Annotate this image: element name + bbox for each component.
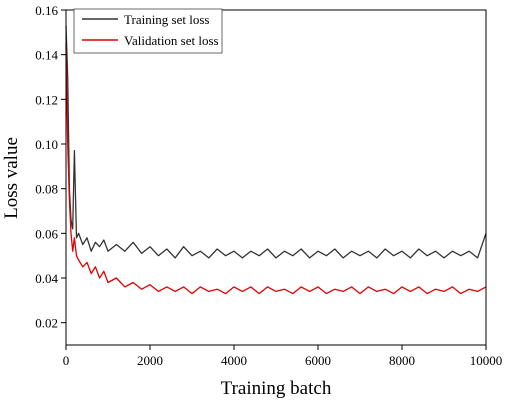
y-tick-label: 0.12 bbox=[35, 92, 58, 107]
x-tick-label: 0 bbox=[63, 353, 70, 368]
validation-loss-line bbox=[65, 43, 487, 295]
legend: Training set loss Validation set loss bbox=[73, 8, 223, 54]
axes-layer: 0 2000 4000 6000 8000 10000 0.02 0.04 0.06 0.08 0.… bbox=[35, 3, 502, 368]
training-loss-line bbox=[65, 25, 487, 259]
series-layer bbox=[65, 25, 487, 295]
y-tick-label: 0.04 bbox=[35, 271, 58, 286]
x-tick-label: 6000 bbox=[305, 353, 331, 368]
x-tick-label: 8000 bbox=[389, 353, 415, 368]
x-axis-label: Training batch bbox=[221, 378, 332, 399]
x-tick-label: 4000 bbox=[221, 353, 247, 368]
legend-label-validation: Validation set loss bbox=[124, 33, 219, 48]
y-tick-label: 0.10 bbox=[35, 137, 58, 152]
legend-label-training: Training set loss bbox=[124, 12, 209, 27]
x-tick-label: 10000 bbox=[470, 353, 503, 368]
y-axis-label: Loss value bbox=[1, 137, 22, 219]
y-tick-label: 0.06 bbox=[35, 226, 58, 241]
y-tick-label: 0.14 bbox=[35, 48, 58, 63]
y-tick-label: 0.02 bbox=[35, 316, 58, 331]
plot-frame bbox=[65, 9, 487, 346]
y-tick-label: 0.16 bbox=[35, 3, 58, 18]
legend-frame bbox=[73, 8, 223, 54]
x-tick-label: 2000 bbox=[137, 353, 163, 368]
y-tick-label: 0.08 bbox=[35, 182, 58, 197]
